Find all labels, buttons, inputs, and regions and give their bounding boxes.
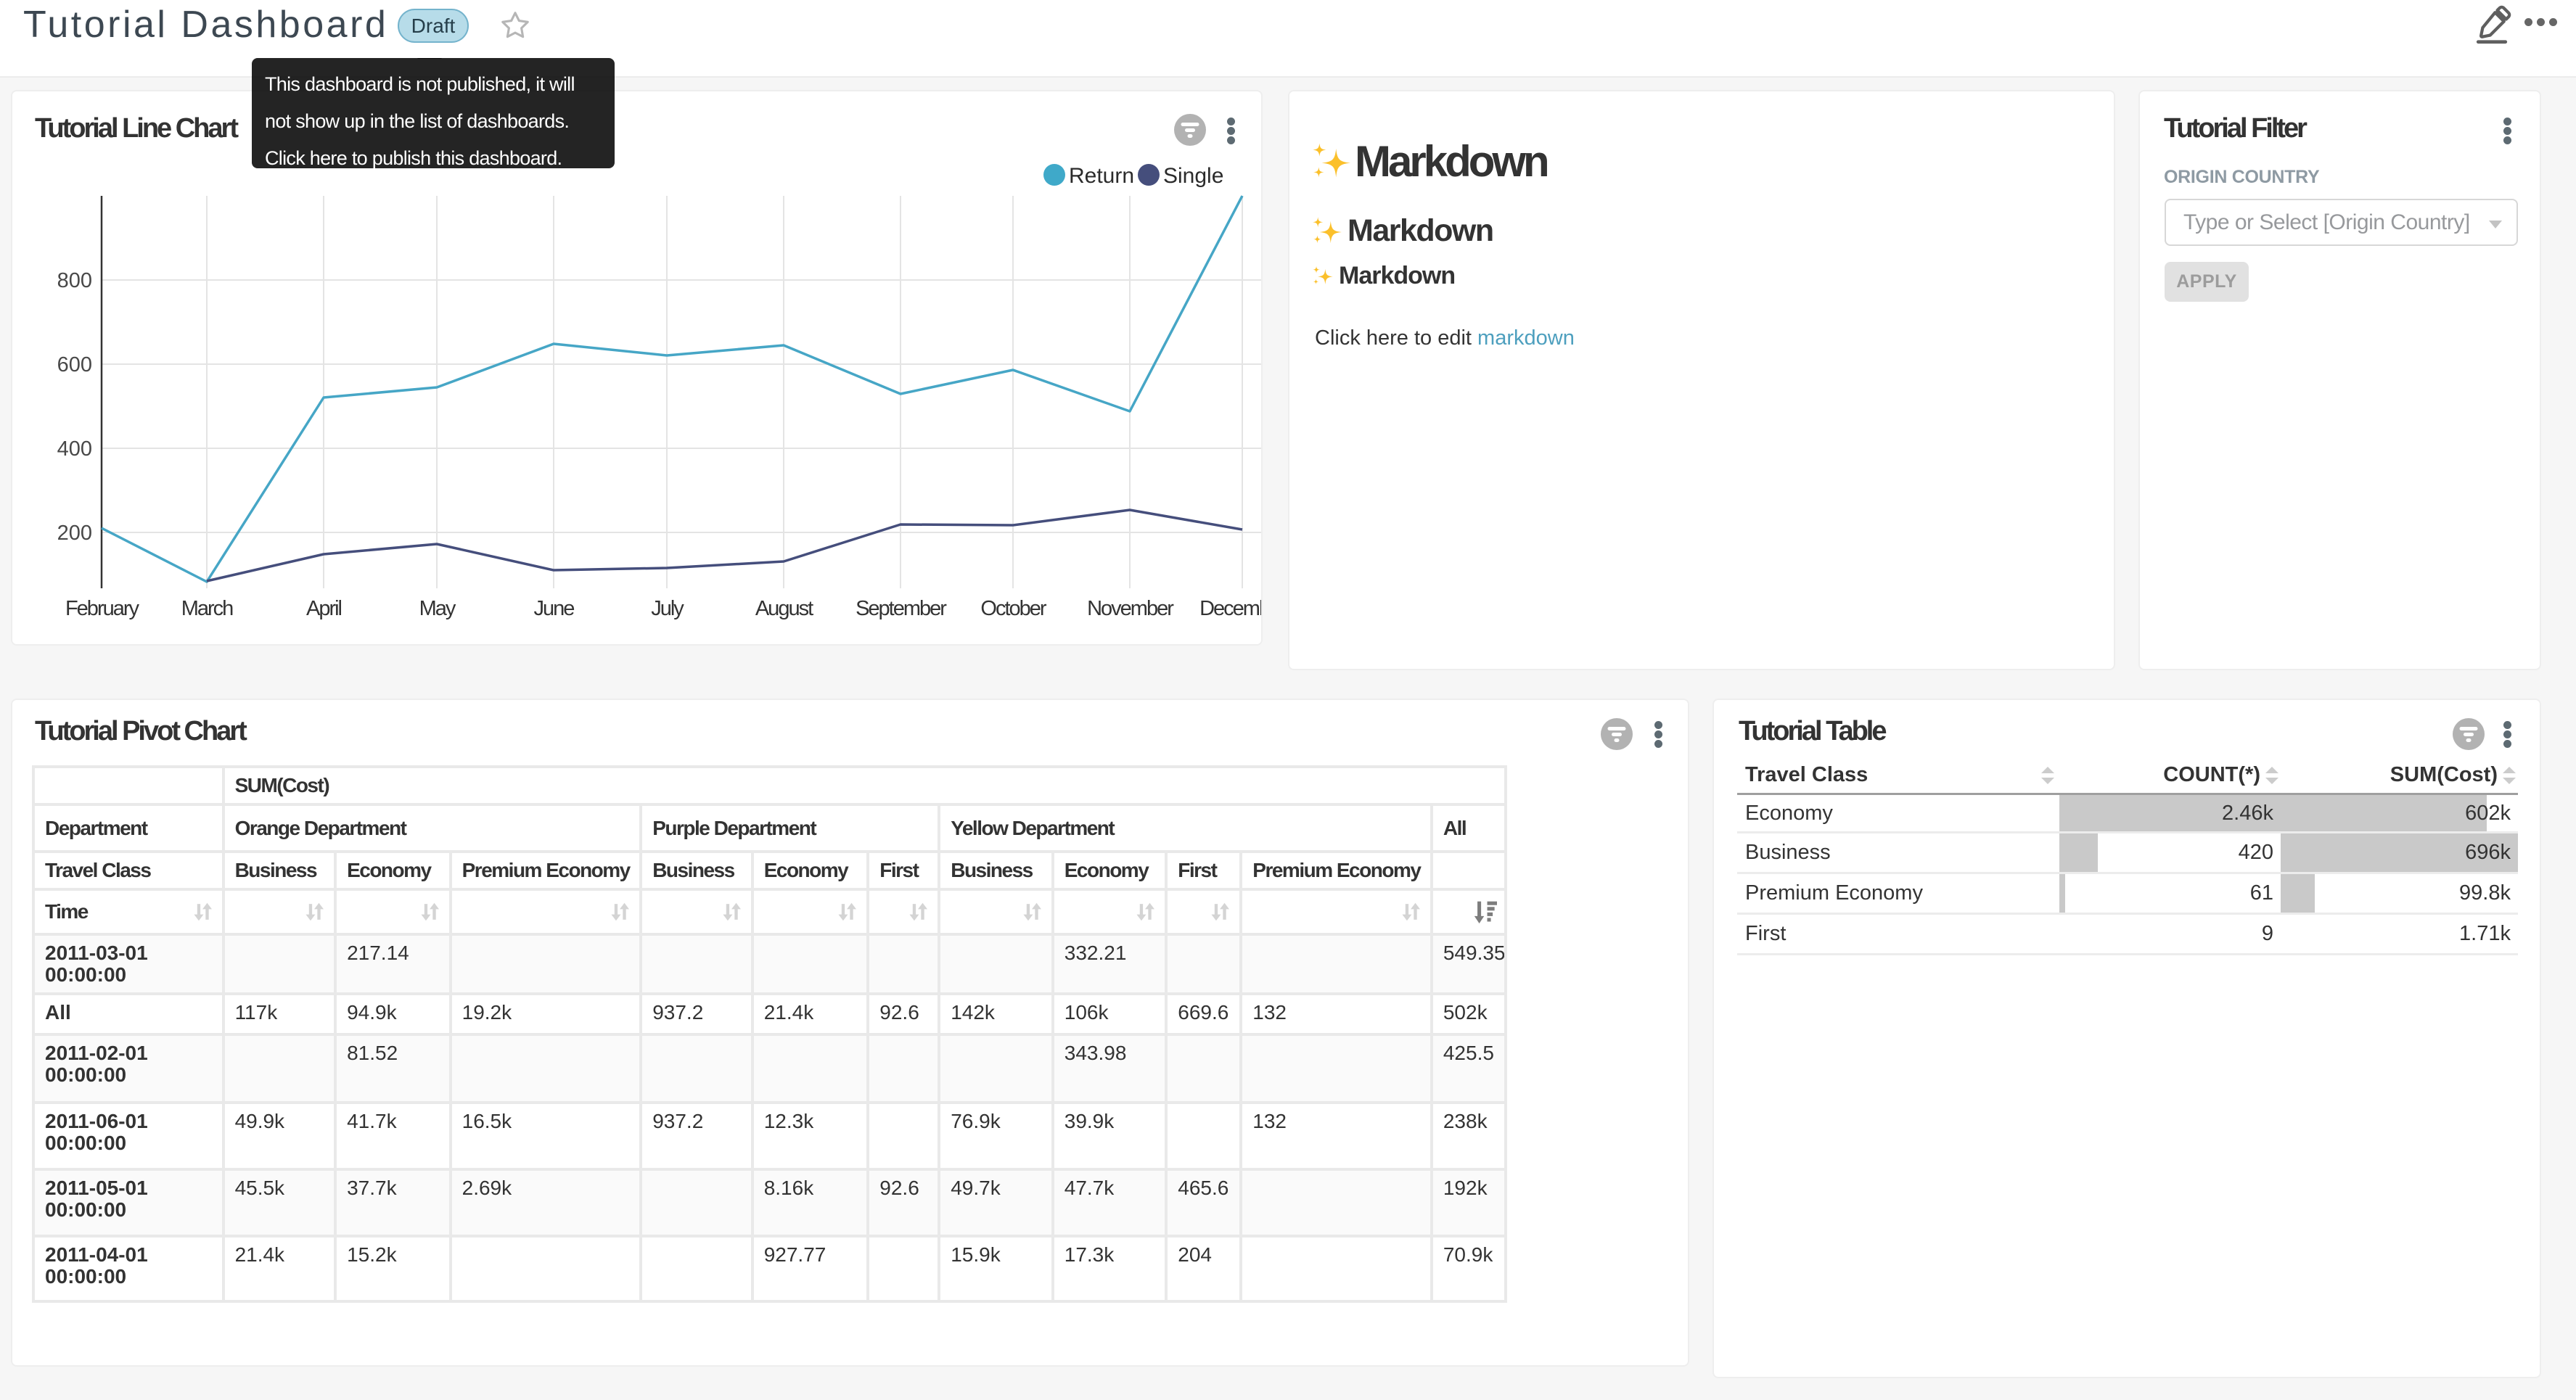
svg-text:March: March: [181, 597, 233, 620]
svg-text:April: April: [306, 597, 342, 620]
svg-text:200: 200: [57, 522, 92, 545]
svg-text:600: 600: [57, 353, 92, 376]
svg-text:December: December: [1199, 597, 1261, 620]
svg-text:May: May: [419, 597, 456, 620]
svg-text:800: 800: [57, 269, 92, 292]
svg-text:August: August: [755, 597, 813, 620]
svg-text:July: July: [651, 597, 684, 620]
svg-text:June: June: [534, 597, 575, 620]
svg-text:November: November: [1087, 597, 1174, 620]
svg-text:Single: Single: [1163, 164, 1223, 188]
svg-text:February: February: [65, 597, 140, 620]
svg-text:Return: Return: [1069, 164, 1134, 188]
svg-text:October: October: [980, 597, 1046, 620]
svg-text:400: 400: [57, 437, 92, 461]
svg-text:September: September: [856, 597, 947, 620]
